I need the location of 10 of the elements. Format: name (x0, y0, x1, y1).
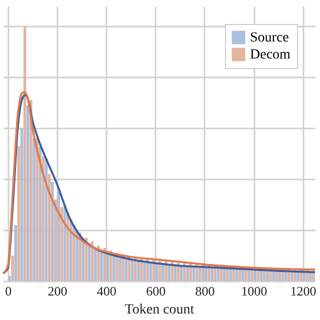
x-tick-label: 600 (146, 284, 166, 298)
x-tick-label: 400 (96, 284, 116, 298)
x-tick-label: 1000 (241, 284, 268, 298)
legend-label: Source (250, 30, 289, 46)
legend-label: Decom (250, 48, 291, 62)
x-axis-title: Token count (124, 302, 194, 318)
x-tick-label: 200 (48, 284, 68, 298)
x-tick-label: 800 (195, 284, 215, 298)
x-tick-label: 1200 (290, 284, 316, 298)
x-tick-label: 0 (5, 284, 12, 298)
